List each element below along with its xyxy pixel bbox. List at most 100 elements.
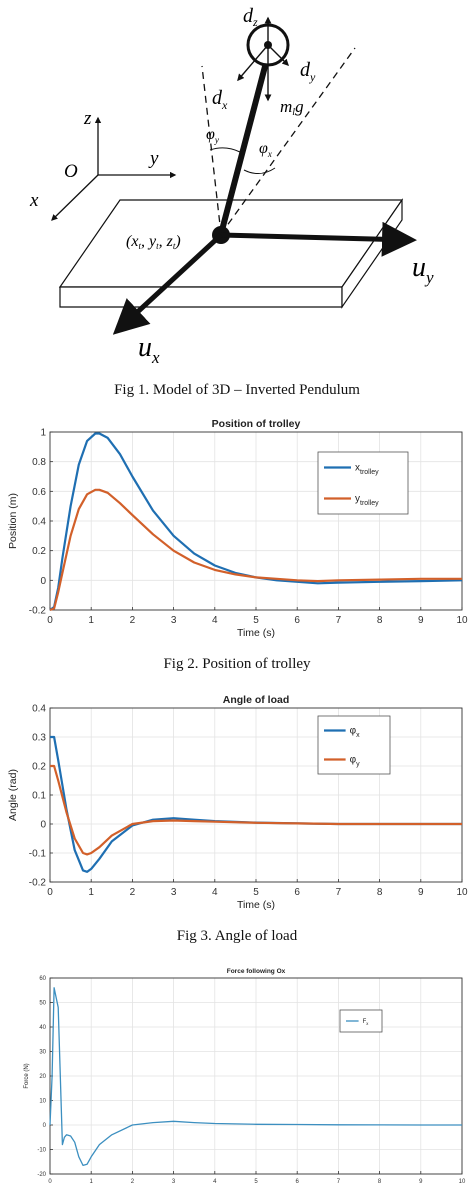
y-tick-label: 30 — [39, 1050, 46, 1056]
force-chart: 0 1 2 3 4 5 6 7 8 9 10 -20 -10 0 10 20 30 40 50 60 Force fol… — [24, 968, 466, 1185]
x-tick-label: 1 — [88, 615, 94, 626]
x-tick-label: 3 — [171, 615, 177, 626]
figure2-caption: Fig 2. Position of trolley — [163, 656, 311, 672]
y-tick-label: 60 — [39, 976, 46, 982]
y-tick-label: 0.1 — [32, 791, 46, 802]
x-tick-label: 2 — [130, 887, 136, 898]
y-tick-label: -0.2 — [29, 606, 47, 617]
y-tick-label: 40 — [39, 1025, 46, 1031]
x-axis-label: Time (s) — [237, 627, 275, 639]
x-tick-label: 5 — [253, 615, 259, 626]
y-axis-label: Position (m) — [7, 493, 19, 549]
series-line-1 — [50, 764, 462, 856]
plot-frame — [49, 707, 463, 883]
trolley-position-label: (xt, yt, zt) — [126, 233, 181, 251]
x-axis-label: Time (s) — [237, 899, 275, 911]
dy-label: dy — [300, 59, 316, 84]
chart-title: Force following Ox — [227, 968, 286, 975]
chart-title: Position of trolley — [212, 418, 301, 430]
x-tick-label: 7 — [336, 887, 342, 898]
x-tick-label: 8 — [378, 1179, 382, 1185]
x-tick-label: 6 — [294, 887, 300, 898]
ux-label: ux — [138, 332, 160, 367]
axis-x-label: x — [29, 190, 39, 211]
legend-label-1: φy — [350, 755, 360, 769]
legend-label-0: φx — [350, 726, 360, 740]
uy-label: uy — [412, 252, 434, 287]
legend-label-0: xtrolley — [355, 463, 379, 477]
x-tick-label: 9 — [419, 1179, 423, 1185]
figure1-caption: Fig 1. Model of 3D – Inverted Pendulum — [114, 382, 360, 398]
x-tick-label: 9 — [418, 615, 424, 626]
y-tick-label: 0.3 — [32, 733, 46, 744]
origin-label: O — [64, 161, 78, 182]
x-tick-label: 10 — [459, 1179, 466, 1185]
y-tick-label: 10 — [39, 1099, 46, 1105]
series-line-1 — [49, 488, 462, 612]
figure3-caption: Fig 3. Angle of load — [176, 928, 298, 944]
y-tick-label: 0 — [43, 1123, 47, 1129]
phi-x-label: φx — [259, 140, 272, 159]
x-tick-label: 5 — [254, 1179, 258, 1185]
y-tick-label: 50 — [39, 1001, 46, 1007]
y-tick-label: 0.2 — [32, 546, 46, 557]
x-tick-label: 4 — [212, 887, 218, 898]
y-tick-label: 0 — [40, 576, 46, 587]
y-tick-label: -20 — [37, 1172, 46, 1178]
series-line-0 — [49, 432, 463, 611]
x-tick-label: 2 — [130, 615, 136, 626]
legend-box — [339, 1009, 383, 1033]
y-tick-label: -0.2 — [29, 878, 47, 889]
y-tick-label: 0.8 — [32, 457, 46, 468]
x-tick-label: 4 — [213, 1179, 217, 1185]
phi-y-label: φy — [206, 126, 219, 145]
y-axis-label: Angle (rad) — [7, 769, 19, 821]
y-tick-label: -10 — [37, 1148, 46, 1154]
dz-label: dz — [243, 5, 258, 29]
y-tick-label: 1 — [40, 428, 46, 439]
coordinate-frame — [51, 116, 177, 221]
plot-frame — [49, 431, 463, 611]
x-tick-label: 10 — [456, 615, 468, 626]
y-tick-label: 0.4 — [32, 517, 46, 528]
x-tick-label: 7 — [336, 615, 342, 626]
legend-box — [317, 451, 409, 515]
dx-label: dx — [212, 87, 228, 112]
x-tick-label: 1 — [90, 1179, 94, 1185]
pendulum-diagram: z y x O dz dy dx mlg φy φx (xt, yt, zt) … — [29, 5, 434, 367]
uy-arrow — [220, 221, 417, 257]
y-tick-label: 0.4 — [32, 704, 46, 715]
legend-box — [317, 715, 391, 775]
ux-arrow — [112, 233, 223, 335]
tilt-reference-line — [220, 47, 356, 235]
x-tick-label: 4 — [212, 615, 218, 626]
x-tick-label: 1 — [88, 887, 94, 898]
load-angle-chart: 0 1 2 3 4 5 6 7 8 9 10 -0.2 -0.1 0 0.1 0.2 0.3 0.4 Angle o… — [7, 694, 468, 911]
x-tick-label: 0 — [47, 615, 53, 626]
x-tick-label: 7 — [337, 1179, 341, 1185]
x-tick-label: 8 — [377, 615, 383, 626]
series-line-0 — [49, 987, 462, 1167]
legend-label-1: ytrolley — [355, 494, 379, 508]
x-tick-label: 6 — [294, 615, 300, 626]
plot-frame — [49, 977, 463, 1175]
trolley-platform — [58, 198, 404, 309]
x-tick-label: 3 — [172, 1179, 176, 1185]
y-tick-label: 0 — [40, 820, 46, 831]
x-tick-label: 10 — [456, 887, 468, 898]
y-tick-label: 0.6 — [32, 487, 46, 498]
x-tick-label: 0 — [48, 1179, 52, 1185]
x-tick-label: 3 — [171, 887, 177, 898]
pendulum-rod — [218, 54, 271, 235]
x-tick-label: 6 — [296, 1179, 300, 1185]
x-tick-label: 0 — [47, 887, 53, 898]
y-tick-label: 0.2 — [32, 762, 46, 773]
x-tick-label: 2 — [131, 1179, 135, 1185]
x-tick-label: 8 — [377, 887, 383, 898]
x-tick-label: 5 — [253, 887, 259, 898]
legend-label-0: Fx — [363, 1019, 370, 1026]
chart-title: Angle of load — [223, 694, 290, 706]
axis-y-label: y — [148, 148, 159, 169]
x-tick-label: 9 — [418, 887, 424, 898]
